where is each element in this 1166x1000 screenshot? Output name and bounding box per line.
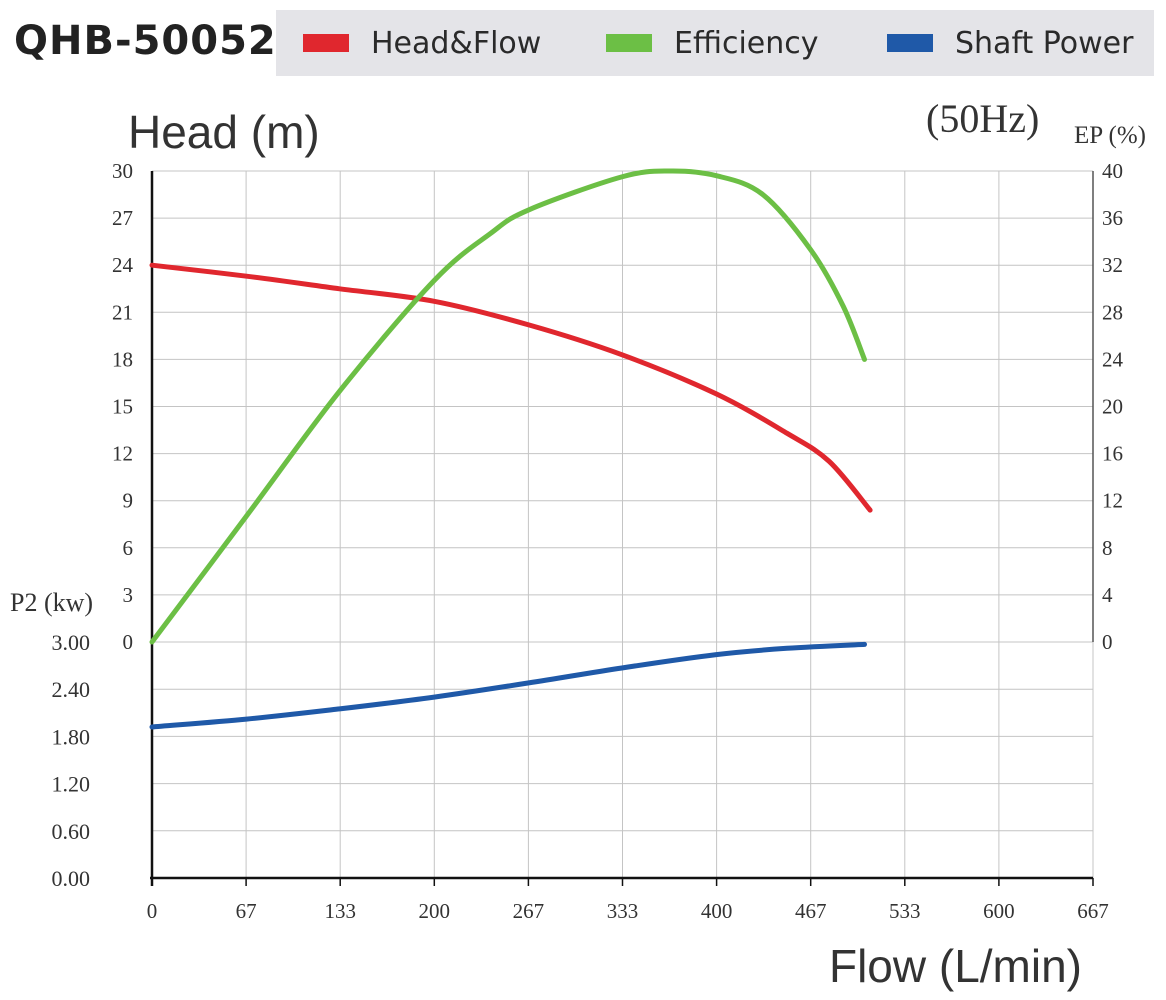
legend-swatch-shaft-power: [887, 34, 933, 52]
head-tick-label: 15: [112, 395, 133, 419]
x-axis-label: Flow (L/min): [829, 940, 1082, 992]
power-tick-label: 0.60: [52, 819, 91, 844]
series-line-efficiency: [149, 168, 867, 645]
legend-swatch-head-flow: [303, 34, 349, 52]
efficiency-axis-label: EP (%): [1074, 122, 1146, 149]
x-tick-label: 0: [147, 899, 158, 923]
x-tick-label: 600: [983, 899, 1015, 923]
x-tick-label: 133: [324, 899, 356, 923]
head-tick-label: 24: [112, 253, 134, 277]
x-tick-label: 467: [795, 899, 827, 923]
x-tick-label: 67: [236, 899, 257, 923]
head-tick-label: 0: [123, 630, 134, 654]
efficiency-tick-label: 20: [1102, 395, 1123, 419]
efficiency-tick-label: 0: [1102, 630, 1113, 654]
legend-swatch-efficiency: [606, 34, 652, 52]
legend: Head&Flow Efficiency Shaft Power: [276, 10, 1154, 76]
head-axis-label: Head (m): [128, 106, 320, 158]
head-tick-label: 21: [112, 300, 133, 324]
x-tick-label: 533: [889, 899, 921, 923]
x-tick-label: 400: [701, 899, 733, 923]
efficiency-tick-label: 36: [1102, 206, 1123, 230]
efficiency-tick-label: 40: [1102, 159, 1123, 183]
efficiency-tick-label: 12: [1102, 489, 1123, 513]
head-tick-label: 30: [112, 159, 133, 183]
power-tick-label: 3.00: [52, 630, 91, 655]
head-tick-label: 18: [112, 347, 133, 371]
head-tick-label: 9: [123, 489, 134, 513]
grid: [151, 170, 1094, 879]
efficiency-tick-label: 8: [1102, 536, 1113, 560]
head-tick-label: 6: [123, 536, 134, 560]
curves: [149, 168, 873, 730]
efficiency-tick-label: 28: [1102, 300, 1123, 324]
legend-item-head-flow: Head&Flow: [303, 10, 541, 76]
frequency-label: (50Hz): [926, 96, 1039, 141]
legend-item-efficiency: Efficiency: [606, 10, 819, 76]
series-line-shaft-power: [149, 641, 867, 730]
legend-label-efficiency: Efficiency: [674, 25, 819, 61]
power-tick-label: 1.80: [52, 724, 91, 749]
head-tick-label: 27: [112, 206, 133, 230]
efficiency-tick-label: 4: [1102, 583, 1113, 607]
efficiency-tick-label: 24: [1102, 347, 1124, 371]
model-title: QHB-50052: [14, 18, 277, 64]
power-tick-label: 2.40: [52, 677, 91, 702]
x-tick-label: 200: [419, 899, 451, 923]
x-tick-label: 333: [607, 899, 639, 923]
efficiency-tick-label: 32: [1102, 253, 1123, 277]
head-tick-label: 12: [112, 442, 133, 466]
legend-label-shaft-power: Shaft Power: [955, 25, 1134, 61]
power-tick-label: 0.00: [52, 866, 91, 891]
power-tick-label: 1.20: [52, 772, 91, 797]
efficiency-tick-label: 16: [1102, 442, 1123, 466]
head-tick-label: 3: [123, 583, 134, 607]
legend-label-head-flow: Head&Flow: [371, 25, 542, 61]
legend-item-shaft-power: Shaft Power: [887, 10, 1133, 76]
tick-labels: 0 67 133 200 267 333 400 467 533 600 6673027242118…: [52, 159, 1124, 923]
x-tick-label: 267: [513, 899, 545, 923]
axes: [150, 171, 1094, 886]
power-axis-label: P2 (kw): [10, 588, 93, 617]
series-line-head-flow: [149, 262, 873, 513]
x-tick-label: 667: [1077, 899, 1109, 923]
